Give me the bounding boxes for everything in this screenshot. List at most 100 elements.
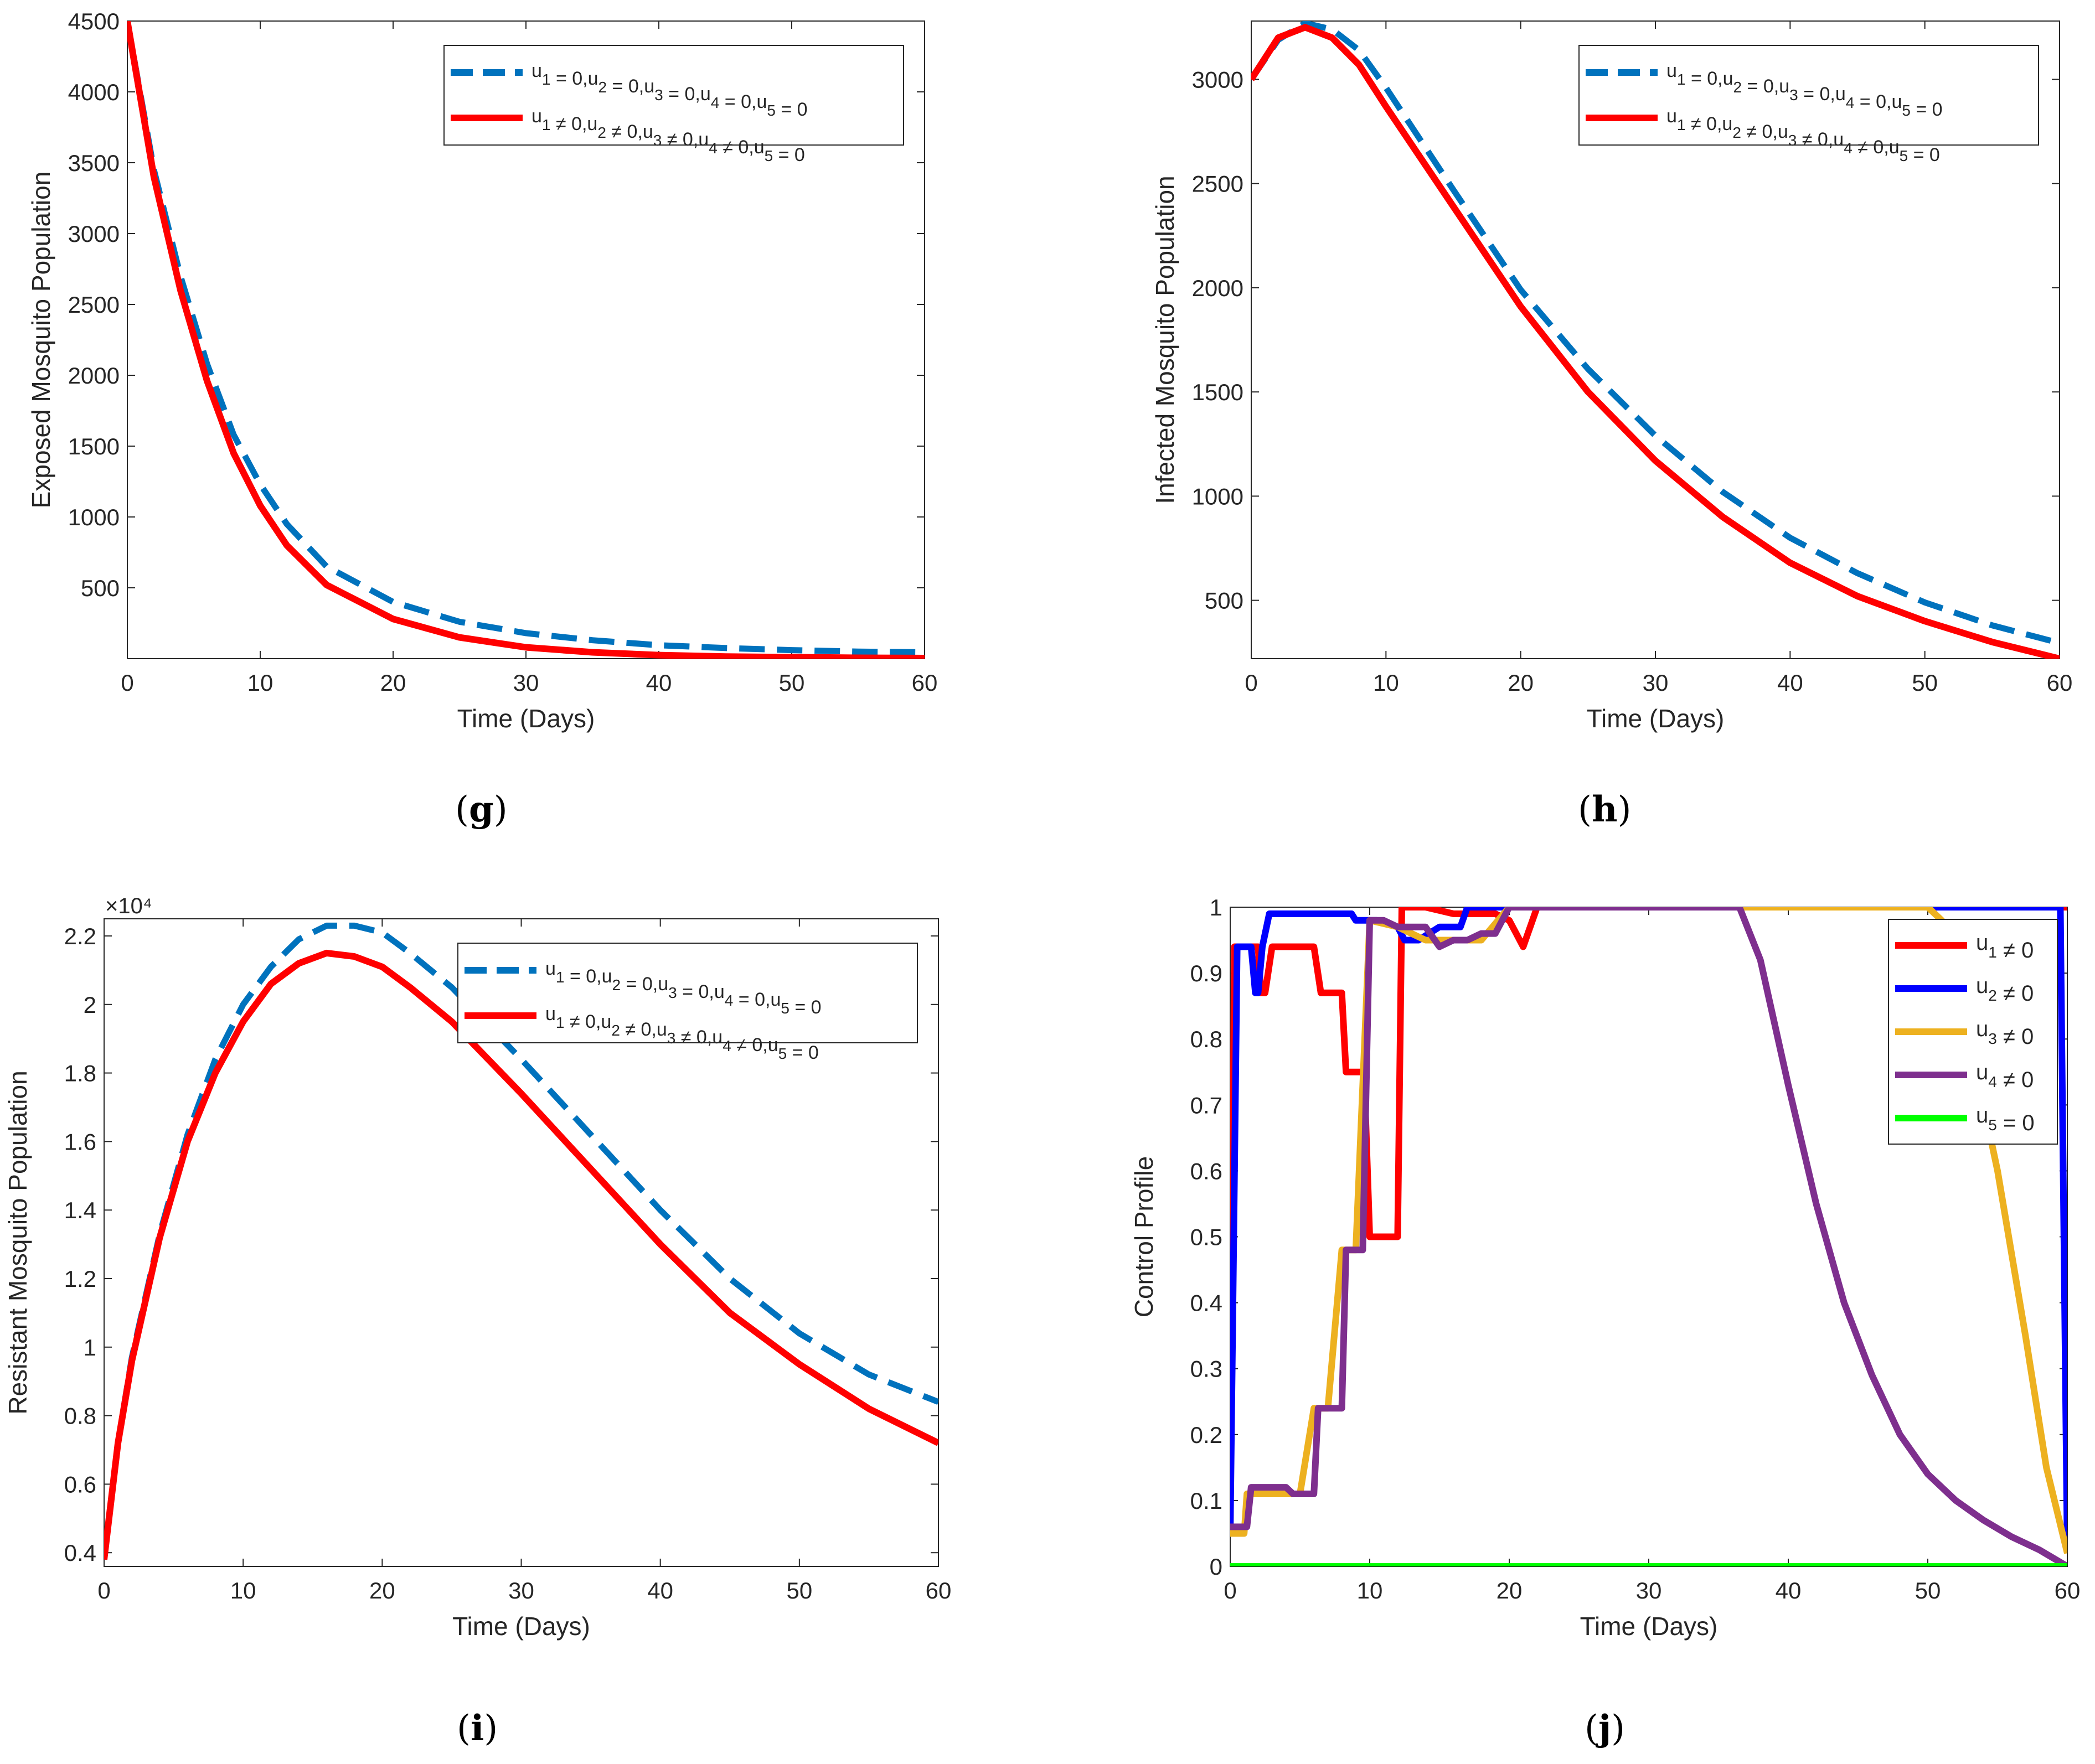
x-axis-label: Time (Days) [1580,1612,1718,1641]
x-tick-label: 0 [1224,1577,1236,1603]
series-line-2 [1251,24,2060,659]
x-tick-label: 40 [646,670,672,696]
series-line-1 [127,21,925,655]
y-axis-label: Resistant Mosquito Population [3,1070,32,1414]
y-tick-label: 0.8 [1190,1026,1222,1052]
y-tick-label: 2.2 [64,923,96,949]
series-line-2 [1230,907,2067,1554]
x-tick-label: 40 [1776,1577,1802,1603]
y-tick-label: 2500 [68,292,120,318]
y-tick-label: 0.4 [1190,1290,1222,1316]
x-tick-label: 10 [230,1577,256,1603]
legend: u1 = 0,u2 = 0,u3 = 0,u4 = 0,u5 = 0u1 ≠ 0… [443,45,904,165]
y-tick-label: 1.2 [64,1266,96,1292]
legend-label-1: u1 = 0,u2 = 0,u3 = 0,u4 = 0,u5 = 0 [1666,60,1943,120]
y-tick-label: 0.2 [1190,1422,1222,1448]
y-tick-label: 0.3 [1190,1356,1222,1382]
y-tick-label: 4000 [68,79,120,105]
legend-label-1: u1 = 0,u2 = 0,u3 = 0,u4 = 0,u5 = 0 [545,958,822,1018]
y-tick-label: 0.8 [64,1403,96,1429]
y-axis-label: Infected Mosquito Population [1150,175,1179,504]
x-tick-label: 40 [647,1577,673,1603]
x-tick-label: 60 [912,670,938,696]
x-tick-label: 20 [369,1577,395,1603]
x-axis-label: Time (Days) [452,1612,590,1641]
x-axis-label: Time (Days) [457,704,595,733]
y-tick-label: 2000 [68,363,120,389]
x-tick-label: 10 [247,670,274,696]
legend: u1 = 0,u2 = 0,u3 = 0,u4 = 0,u5 = 0u1 ≠ 0… [457,943,918,1063]
x-tick-label: 50 [779,670,805,696]
x-axis-label: Time (Days) [1587,704,1725,733]
y-tick-label: 1.4 [64,1197,96,1223]
legend: u1 = 0,u2 = 0,u3 = 0,u4 = 0,u5 = 0u1 ≠ 0… [1578,45,2039,165]
y-axis-label: Control Profile [1129,1156,1158,1317]
x-tick-label: 30 [508,1577,534,1603]
chart-j: 0 10 20 30 40 50 60 0 0.1 0.2 0.3 0.4 0.5 0.6 0.7 0.8 0.… [1129,894,2081,1641]
x-tick-label: 30 [513,670,539,696]
x-tick-label: 30 [1636,1577,1662,1603]
panel-g: 0 10 20 30 40 50 60 500 1000 1500 2000 2500 3000 3500… [0,0,1048,881]
x-tick-label: 40 [1777,670,1803,696]
x-tick-label: 10 [1357,1577,1383,1603]
legend-label-2: u1 ≠ 0,u2 ≠ 0,u3 ≠ 0,u4 ≠ 0,u5 = 0 [532,106,805,165]
y-tick-label: 500 [81,575,120,601]
y-tick-label: 1500 [1192,379,1243,405]
chart-g: 0 10 20 30 40 50 60 500 1000 1500 2000 2500 3000 3500… [27,8,938,733]
y-tick-label: 1 [1210,894,1222,920]
caption-j: (j) [1585,1708,1626,1749]
series-line-1 [104,922,938,1560]
y-tick-label: 1000 [68,504,120,530]
y-tick-label: 2 [84,992,96,1018]
legend-label-3: u3 ≠ 0 [1976,1017,2034,1049]
x-tick-label: 60 [926,1577,952,1603]
legend: u1 ≠ 0 u2 ≠ 0 u3 ≠ 0 u4 ≠ 0 u5 = 0 [1888,919,2058,1145]
legend-label-2: u1 ≠ 0,u2 ≠ 0,u3 ≠ 0,u4 ≠ 0,u5 = 0 [1666,106,1940,165]
y-tick-label: 1000 [1192,483,1243,509]
x-tick-label: 30 [1643,670,1669,696]
x-tick-label: 50 [786,1577,812,1603]
series-line-4 [1230,907,2067,1566]
y-exponent-label: ×10⁴ [105,894,152,918]
y-tick-label: 3500 [68,150,120,176]
y-tick-label: 4500 [68,8,120,34]
y-tick-label: 0.1 [1190,1488,1222,1514]
y-tick-label: 1 [84,1334,96,1360]
x-tick-label: 0 [1245,670,1257,696]
x-tick-label: 60 [2047,670,2073,696]
y-tick-label: 0.6 [1190,1158,1222,1184]
y-axis-label: Exposed Mosquito Population [27,172,55,509]
legend-label-2: u1 ≠ 0,u2 ≠ 0,u3 ≠ 0,u4 ≠ 0,u5 = 0 [545,1003,819,1063]
series-line-2 [127,21,925,659]
y-tick-label: 0.4 [64,1540,96,1566]
series-line-2 [104,949,938,1560]
x-tick-label: 50 [1915,1577,1941,1603]
caption-h: (h) [1578,789,1632,830]
chart-h: 0 10 20 30 40 50 60 500 1000 1500 2000 2500 3000 Time… [1150,20,2073,733]
x-tick-label: 50 [1912,670,1938,696]
x-tick-label: 20 [1508,670,1534,696]
y-tick-label: 3000 [1192,66,1243,92]
legend-box [443,45,904,146]
x-tick-label: 0 [97,1577,110,1603]
legend-label-5: u5 = 0 [1976,1103,2035,1135]
y-tick-label: 2000 [1192,275,1243,301]
x-tick-label: 20 [380,670,406,696]
panel-j: 0 10 20 30 40 50 60 0 0.1 0.2 0.3 0.4 0.5 0.6 0.7 0.8 0.… [1048,881,2095,1761]
y-tick-label: 1.6 [64,1129,96,1155]
x-tick-label: 20 [1497,1577,1523,1603]
x-tick-label: 0 [121,670,133,696]
legend-box [457,943,918,1043]
legend-box [1578,45,2039,146]
y-tick-label: 0.7 [1190,1092,1222,1118]
y-tick-label: 0.5 [1190,1224,1222,1250]
y-tick-label: 3000 [68,221,120,247]
y-tick-label: 0.9 [1190,960,1222,986]
y-tick-label: 500 [1205,588,1243,614]
y-tick-label: 1.8 [64,1061,96,1087]
x-tick-label: 60 [2055,1577,2081,1603]
y-tick-label: 0.6 [64,1471,96,1497]
legend-label-1: u1 = 0,u2 = 0,u3 = 0,u4 = 0,u5 = 0 [532,60,808,120]
caption-g: (g) [455,789,508,830]
